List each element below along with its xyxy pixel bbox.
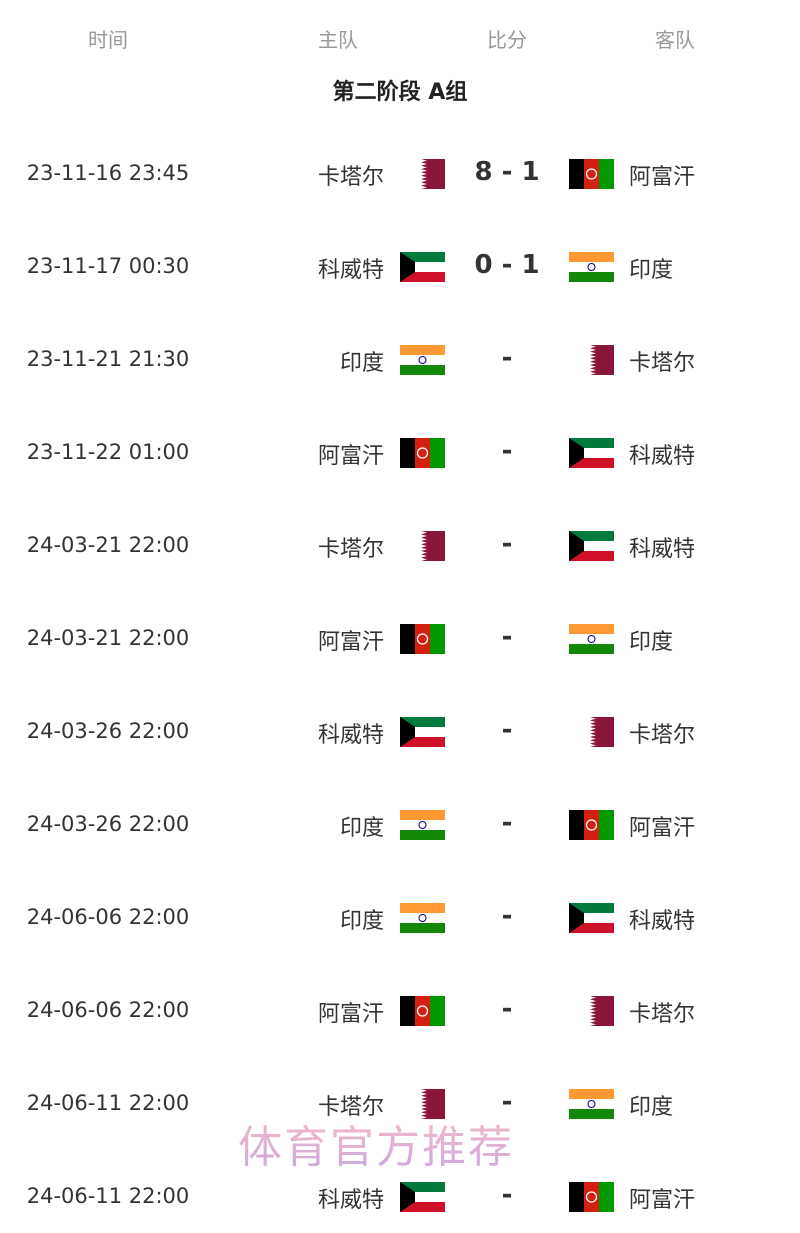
match-row[interactable]: 24-06-11 22:00 科威特 - 阿富汗 xyxy=(0,1176,800,1216)
away-team: 印度 xyxy=(629,1095,674,1120)
home-team: 阿富汗 xyxy=(317,1002,384,1027)
match-score: - xyxy=(501,1180,513,1210)
match-time: 24-03-26 22:00 xyxy=(26,812,190,836)
home-team: 阿富汗 xyxy=(317,444,384,469)
match-time: 24-03-21 22:00 xyxy=(26,533,190,557)
india-flag-icon xyxy=(400,345,445,375)
kuwait-flag-icon xyxy=(569,531,614,561)
qatar-flag-icon xyxy=(400,531,445,561)
away-team: 卡塔尔 xyxy=(629,1002,696,1027)
home-team: 印度 xyxy=(339,909,384,934)
match-time: 24-06-11 22:00 xyxy=(26,1184,190,1208)
afghanistan-flag-icon xyxy=(569,1182,614,1212)
india-flag-icon xyxy=(569,252,614,282)
match-score: - xyxy=(501,715,513,745)
match-row[interactable]: 24-03-21 22:00 卡塔尔 - 科威特 xyxy=(0,525,800,565)
match-row[interactable]: 23-11-22 01:00 阿富汗 - 科威特 xyxy=(0,432,800,472)
match-score: - xyxy=(501,808,513,838)
away-team: 阿富汗 xyxy=(629,1188,696,1213)
header-home: 主队 xyxy=(318,28,358,52)
match-time: 24-03-26 22:00 xyxy=(26,719,190,743)
qatar-flag-icon xyxy=(569,717,614,747)
match-score: - xyxy=(501,901,513,931)
match-row[interactable]: 24-06-11 22:00 卡塔尔 - 印度 xyxy=(0,1083,800,1123)
match-score: - xyxy=(501,343,513,373)
home-team: 卡塔尔 xyxy=(317,1095,384,1120)
home-team: 科威特 xyxy=(317,258,384,283)
match-score: - xyxy=(501,529,513,559)
away-team: 卡塔尔 xyxy=(629,351,696,376)
home-team: 印度 xyxy=(339,351,384,376)
away-team: 阿富汗 xyxy=(629,816,696,841)
kuwait-flag-icon xyxy=(400,1182,445,1212)
match-time: 24-06-11 22:00 xyxy=(26,1091,190,1115)
kuwait-flag-icon xyxy=(569,903,614,933)
match-time: 23-11-22 01:00 xyxy=(26,440,190,464)
afghanistan-flag-icon xyxy=(400,996,445,1026)
india-flag-icon xyxy=(400,903,445,933)
away-team: 卡塔尔 xyxy=(629,723,696,748)
match-score: - xyxy=(501,994,513,1024)
match-time: 24-06-06 22:00 xyxy=(26,998,190,1022)
home-team: 科威特 xyxy=(317,723,384,748)
match-row[interactable]: 24-03-26 22:00 科威特 - 卡塔尔 xyxy=(0,711,800,751)
match-time: 23-11-16 23:45 xyxy=(26,161,190,185)
match-row[interactable]: 24-06-06 22:00 阿富汗 - 卡塔尔 xyxy=(0,990,800,1030)
match-score: 0 - 1 xyxy=(474,250,540,280)
home-team: 科威特 xyxy=(317,1188,384,1213)
match-time: 23-11-17 00:30 xyxy=(26,254,190,278)
qatar-flag-icon xyxy=(569,345,614,375)
match-time: 23-11-21 21:30 xyxy=(26,347,190,371)
qatar-flag-icon xyxy=(400,1089,445,1119)
afghanistan-flag-icon xyxy=(569,159,614,189)
india-flag-icon xyxy=(400,810,445,840)
match-row[interactable]: 24-03-21 22:00 阿富汗 - 印度 xyxy=(0,618,800,658)
match-score: - xyxy=(501,436,513,466)
kuwait-flag-icon xyxy=(400,252,445,282)
india-flag-icon xyxy=(569,1089,614,1119)
header-away: 客队 xyxy=(655,28,695,52)
away-team: 科威特 xyxy=(629,444,696,469)
match-row[interactable]: 24-03-26 22:00 印度 - 阿富汗 xyxy=(0,804,800,844)
home-team: 卡塔尔 xyxy=(317,165,384,190)
qatar-flag-icon xyxy=(400,159,445,189)
match-time: 24-06-06 22:00 xyxy=(26,905,190,929)
match-row[interactable]: 24-06-06 22:00 印度 - 科威特 xyxy=(0,897,800,937)
afghanistan-flag-icon xyxy=(400,438,445,468)
away-team: 阿富汗 xyxy=(629,165,696,190)
away-team: 印度 xyxy=(629,630,674,655)
header-score: 比分 xyxy=(487,28,527,52)
match-row[interactable]: 23-11-16 23:45 卡塔尔 8 - 1 阿富汗 xyxy=(0,153,800,193)
match-time: 24-03-21 22:00 xyxy=(26,626,190,650)
watermark: 体育官方推荐 xyxy=(238,1122,514,1173)
away-team: 科威特 xyxy=(629,537,696,562)
india-flag-icon xyxy=(569,624,614,654)
kuwait-flag-icon xyxy=(569,438,614,468)
home-team: 阿富汗 xyxy=(317,630,384,655)
match-row[interactable]: 23-11-21 21:30 印度 - 卡塔尔 xyxy=(0,339,800,379)
group-title: 第二阶段 A组 xyxy=(332,80,468,105)
away-team: 科威特 xyxy=(629,909,696,934)
afghanistan-flag-icon xyxy=(569,810,614,840)
match-score: 8 - 1 xyxy=(474,157,540,187)
match-score: - xyxy=(501,1087,513,1117)
qatar-flag-icon xyxy=(569,996,614,1026)
header-time: 时间 xyxy=(88,28,128,52)
kuwait-flag-icon xyxy=(400,717,445,747)
match-score: - xyxy=(501,622,513,652)
match-row[interactable]: 23-11-17 00:30 科威特 0 - 1 印度 xyxy=(0,246,800,286)
afghanistan-flag-icon xyxy=(400,624,445,654)
home-team: 印度 xyxy=(339,816,384,841)
home-team: 卡塔尔 xyxy=(317,537,384,562)
away-team: 印度 xyxy=(629,258,674,283)
